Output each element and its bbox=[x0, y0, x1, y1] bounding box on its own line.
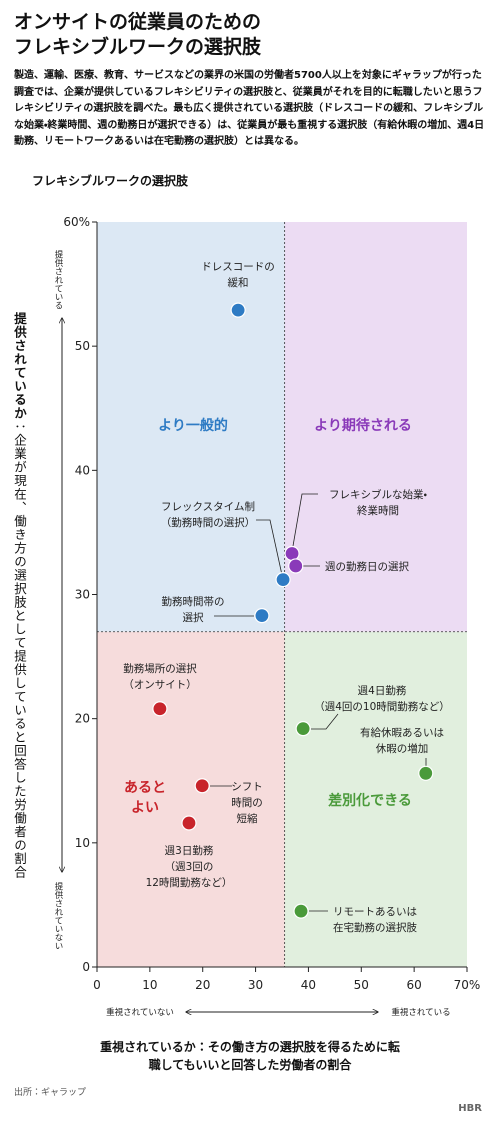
quadrant-label: あるとよい bbox=[124, 780, 166, 816]
point-label: シフト時間の短縮 bbox=[231, 781, 263, 825]
y-axis-title-bold: 提供されているか bbox=[12, 312, 27, 420]
y-axis-title: 提供されているか：企業が現在、働き方の選択肢として提供していると回答した労働者の… bbox=[10, 312, 28, 892]
y-tick-label: 30 bbox=[75, 588, 90, 602]
point-label: フレキシブルな始業・終業時間 bbox=[329, 488, 427, 517]
description: 製造、運輸、医療、教育、サービスなどの業界の米国の労働者5700人以上を対象にギ… bbox=[14, 70, 485, 147]
x-tick-label: 0 bbox=[93, 978, 101, 992]
x-tick-label: 50 bbox=[354, 978, 369, 992]
point bbox=[418, 765, 434, 781]
point-label: 週3日勤務（週3回の 12時間勤務など） bbox=[146, 844, 233, 889]
y-high-label: 提供されている bbox=[53, 249, 63, 309]
y-axis-title-text: ：企業が現在、働き方の選択肢として提供していると回答した労働者の割合 bbox=[12, 420, 27, 879]
quadrant-background bbox=[97, 222, 285, 632]
point-label: 週4日勤務（週4回の10時間勤務など） bbox=[314, 684, 450, 713]
point-label: リモートあるいは在宅勤務の選択肢 bbox=[333, 906, 417, 934]
point bbox=[254, 608, 270, 624]
title: オンサイトの従業員のための フレキシブルワークの選択肢 bbox=[14, 11, 262, 58]
x-tick-label: 70% bbox=[454, 978, 481, 992]
quadrant-background bbox=[284, 222, 467, 632]
quadrant-label: 差別化できる bbox=[328, 792, 412, 809]
source: 出所：ギャラップ bbox=[14, 1088, 87, 1098]
chart-title: フレキシブルワークの選択肢 bbox=[32, 174, 189, 188]
point-label: ドレスコードの緩和 bbox=[201, 261, 275, 289]
point-label: フレックスタイム制（勤務時間の選択） bbox=[161, 500, 256, 529]
y-tick-label: 20 bbox=[75, 712, 90, 726]
leader-line bbox=[311, 713, 339, 730]
x-tick-label: 60 bbox=[407, 978, 422, 992]
x-axis-title-text: ：その働き方の選択肢を得るために転職してもいいと回答した労働者の割合 bbox=[148, 1040, 400, 1072]
y-low-label: 提供されていない bbox=[53, 881, 63, 950]
y-tick-label: 10 bbox=[75, 836, 90, 850]
point-label: 週の勤務日の選択 bbox=[325, 560, 409, 573]
quadrant-label: より一般的 bbox=[158, 417, 228, 434]
point bbox=[295, 720, 311, 737]
leader-line bbox=[292, 493, 318, 547]
quadrant-label: より期待される bbox=[314, 417, 412, 434]
y-tick-label: 0 bbox=[82, 960, 90, 974]
x-tick-label: 30 bbox=[248, 978, 263, 992]
quadrant-background bbox=[97, 631, 285, 967]
x-axis-title: 重視されているか：その働き方の選択肢を得るために転職してもいいと回答した労働者の… bbox=[100, 1038, 400, 1074]
y-tick-label: 40 bbox=[75, 463, 90, 477]
logo: HBR bbox=[458, 1103, 482, 1114]
y-tick-label: 50 bbox=[75, 339, 90, 353]
point-label: 勤務場所の選択（オンサイト） bbox=[123, 662, 197, 691]
point bbox=[230, 302, 246, 318]
y-tick-label: 60% bbox=[63, 215, 90, 229]
point bbox=[181, 815, 197, 831]
leader-line bbox=[256, 519, 283, 576]
x-tick-label: 20 bbox=[195, 978, 210, 992]
point bbox=[284, 545, 300, 562]
point bbox=[275, 571, 291, 588]
x-axis-title-bold: 重視されているか bbox=[100, 1040, 196, 1054]
x-tick-label: 10 bbox=[142, 978, 157, 992]
x-high-label: 重視されている bbox=[391, 1007, 450, 1018]
point-label: 勤務時間帯の選択 bbox=[162, 595, 225, 624]
x-tick-label: 40 bbox=[301, 978, 316, 992]
x-low-label: 重視されていない bbox=[106, 1007, 174, 1018]
point-label: 有給休暇あるいは休暇の増加 bbox=[360, 726, 444, 755]
point bbox=[194, 778, 210, 794]
point bbox=[293, 903, 309, 919]
point bbox=[288, 558, 304, 574]
point bbox=[152, 701, 168, 717]
